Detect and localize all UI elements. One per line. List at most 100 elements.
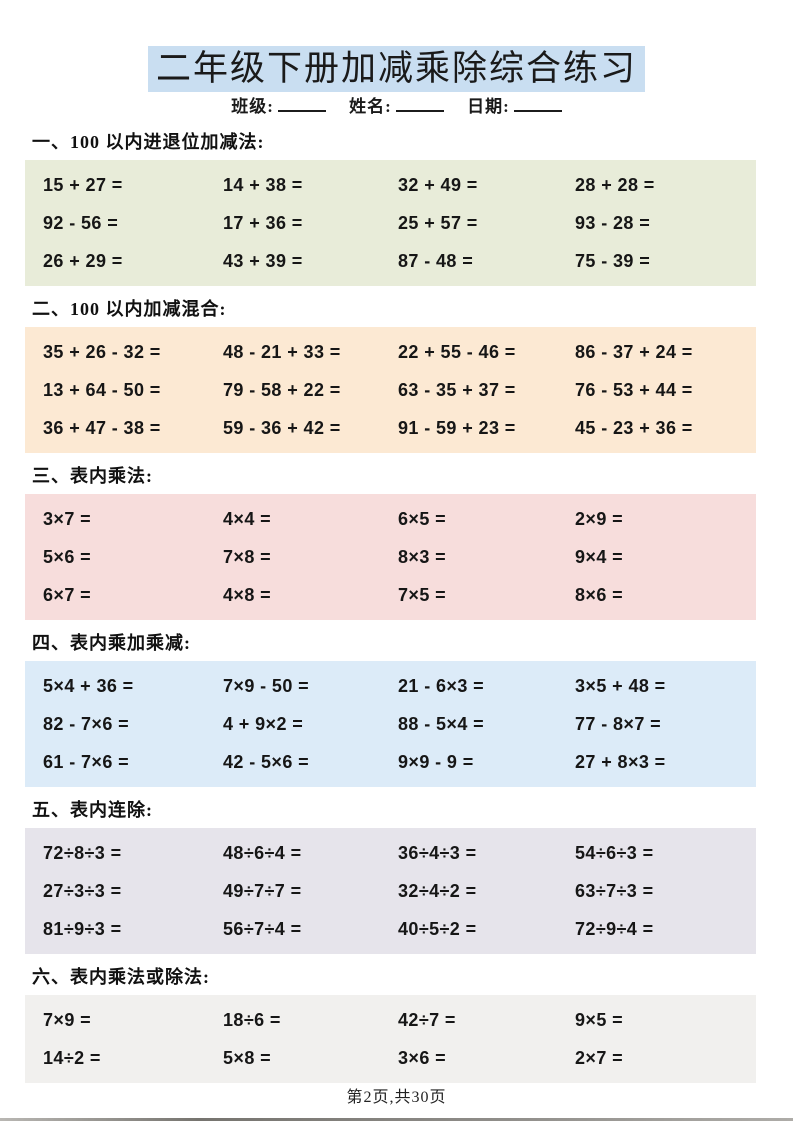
problem-cell: 63÷7÷3 = (575, 880, 654, 901)
problem-cell: 72÷8÷3 = (43, 842, 122, 863)
problem-cell: 42÷7 = (398, 1009, 456, 1030)
class-field: 班级: (231, 97, 326, 116)
class-label: 班级: (231, 97, 274, 116)
problem-cell: 14÷2 = (43, 1047, 101, 1068)
section-block: 5×4 + 36 = 7×9 - 50 = 21 - 6×3 = 3×5 + 48 =… (25, 661, 756, 787)
section-heading: 五、表内连除: (32, 800, 153, 820)
problem-cell: 48 - 21 + 33 = (223, 341, 341, 362)
section-heading: 三、表内乘法: (32, 466, 153, 486)
section-block: 35 + 26 - 32 = 48 - 21 + 33 = 22 + 55 - 46… (25, 327, 756, 453)
section-mixed-add-sub: 二、100 以内加减混合: 35 + 26 - 32 = 48 - 21 + 33… (0, 297, 793, 453)
section-multiplication: 三、表内乘法: 3×7 = 4×4 = 6×5 = 2×9 = 5×6 = 7×8 = 8×… (0, 464, 793, 620)
section-heading: 六、表内乘法或除法: (32, 967, 210, 987)
problem-cell: 5×8 = (223, 1047, 272, 1068)
name-label: 姓名: (349, 97, 392, 116)
problem-cell: 88 - 5×4 = (398, 713, 485, 734)
problem-cell: 48÷6÷4 = (223, 842, 302, 863)
problem-cell: 9×5 = (575, 1009, 624, 1030)
problem-cell: 40÷5÷2 = (398, 918, 477, 939)
problem-cell: 63 - 35 + 37 = (398, 379, 516, 400)
section-multiply-or-divide: 六、表内乘法或除法: 7×9 = 18÷6 = 42÷7 = 9×5 = 14÷2 = 5… (0, 965, 793, 1083)
worksheet-title: 二年级下册加减乘除综合练习 (147, 46, 645, 92)
problem-cell: 45 - 23 + 36 = (575, 417, 693, 438)
problem-cell: 56÷7÷4 = (223, 918, 302, 939)
problem-cell: 81÷9÷3 = (43, 918, 122, 939)
problem-cell: 21 - 6×3 = (398, 675, 485, 696)
section-block: 3×7 = 4×4 = 6×5 = 2×9 = 5×6 = 7×8 = 8×3 = 9×4 =… (25, 494, 756, 620)
problem-cell: 49÷7÷7 = (223, 880, 302, 901)
section-block: 15 + 27 = 14 + 38 = 32 + 49 = 28 + 28 = 92 -… (25, 160, 756, 286)
problem-cell: 22 + 55 - 46 = (398, 341, 516, 362)
problem-cell: 2×7 = (575, 1047, 624, 1068)
problem-cell: 7×8 = (223, 546, 272, 567)
problem-cell: 36 + 47 - 38 = (43, 417, 161, 438)
problem-cell: 87 - 48 = (398, 250, 474, 271)
problem-cell: 8×3 = (398, 546, 447, 567)
name-blank (395, 97, 444, 112)
problem-cell: 86 - 37 + 24 = (575, 341, 693, 362)
page-footer: 第2页,共30页 (346, 1089, 447, 1106)
problem-cell: 35 + 26 - 32 = (43, 341, 161, 362)
section-heading: 二、100 以内加减混合: (32, 299, 227, 319)
problem-cell: 79 - 58 + 22 = (223, 379, 341, 400)
problem-cell: 76 - 53 + 44 = (575, 379, 693, 400)
problem-cell: 26 + 29 = (43, 250, 123, 271)
problem-cell: 17 + 36 = (223, 212, 303, 233)
problem-cell: 75 - 39 = (575, 250, 651, 271)
problem-cell: 2×9 = (575, 508, 624, 529)
name-field: 姓名: (349, 97, 444, 116)
problem-cell: 54÷6÷3 = (575, 842, 654, 863)
problem-cell: 5×6 = (43, 546, 92, 567)
title-row: 二年级下册加减乘除综合练习 (0, 46, 793, 92)
problem-cell: 4×8 = (223, 584, 272, 605)
section-heading: 四、表内乘加乘减: (32, 633, 191, 653)
section-block: 7×9 = 18÷6 = 42÷7 = 9×5 = 14÷2 = 5×8 = 3×6 = 2×… (25, 995, 756, 1083)
problem-cell: 72÷9÷4 = (575, 918, 654, 939)
problem-cell: 27÷3÷3 = (43, 880, 122, 901)
problem-cell: 9×4 = (575, 546, 624, 567)
section-block: 72÷8÷3 = 48÷6÷4 = 36÷4÷3 = 54÷6÷3 = 27÷3÷3 =… (25, 828, 756, 954)
problem-cell: 6×5 = (398, 508, 447, 529)
problem-cell: 61 - 7×6 = (43, 751, 130, 772)
problem-cell: 28 + 28 = (575, 174, 655, 195)
meta-line: 班级: 姓名: 日期: (0, 95, 793, 119)
problem-cell: 3×5 + 48 = (575, 675, 666, 696)
problem-cell: 7×5 = (398, 584, 447, 605)
problem-cell: 43 + 39 = (223, 250, 303, 271)
problem-cell: 5×4 + 36 = (43, 675, 134, 696)
problem-cell: 14 + 38 = (223, 174, 303, 195)
problem-cell: 27 + 8×3 = (575, 751, 666, 772)
problem-cell: 3×7 = (43, 508, 92, 529)
problem-cell: 25 + 57 = (398, 212, 478, 233)
date-label: 日期: (467, 97, 510, 116)
problem-cell: 7×9 - 50 = (223, 675, 310, 696)
problem-cell: 93 - 28 = (575, 212, 651, 233)
problem-cell: 59 - 36 + 42 = (223, 417, 341, 438)
section-add-sub: 一、100 以内进退位加减法: 15 + 27 = 14 + 38 = 32 + 4… (0, 130, 793, 286)
problem-cell: 8×6 = (575, 584, 624, 605)
section-chain-division: 五、表内连除: 72÷8÷3 = 48÷6÷4 = 36÷4÷3 = 54÷6÷3 =… (0, 798, 793, 954)
section-multiply-add-sub: 四、表内乘加乘减: 5×4 + 36 = 7×9 - 50 = 21 - 6×3 =… (0, 631, 793, 787)
problem-cell: 4×4 = (223, 508, 272, 529)
problem-cell: 3×6 = (398, 1047, 447, 1068)
problem-cell: 82 - 7×6 = (43, 713, 130, 734)
class-blank (277, 97, 326, 112)
date-blank (513, 97, 562, 112)
problem-cell: 32÷4÷2 = (398, 880, 477, 901)
problem-cell: 36÷4÷3 = (398, 842, 477, 863)
problem-cell: 13 + 64 - 50 = (43, 379, 161, 400)
problem-cell: 32 + 49 = (398, 174, 478, 195)
problem-cell: 7×9 = (43, 1009, 92, 1030)
problem-cell: 18÷6 = (223, 1009, 281, 1030)
problem-cell: 4 + 9×2 = (223, 713, 304, 734)
problem-cell: 9×9 - 9 = (398, 751, 474, 772)
problem-cell: 92 - 56 = (43, 212, 119, 233)
problem-cell: 6×7 = (43, 584, 92, 605)
problem-cell: 77 - 8×7 = (575, 713, 662, 734)
section-heading: 一、100 以内进退位加减法: (32, 132, 265, 152)
photo-bottom-edge (0, 1118, 793, 1121)
problem-cell: 42 - 5×6 = (223, 751, 310, 772)
problem-cell: 15 + 27 = (43, 174, 123, 195)
date-field: 日期: (467, 97, 562, 116)
